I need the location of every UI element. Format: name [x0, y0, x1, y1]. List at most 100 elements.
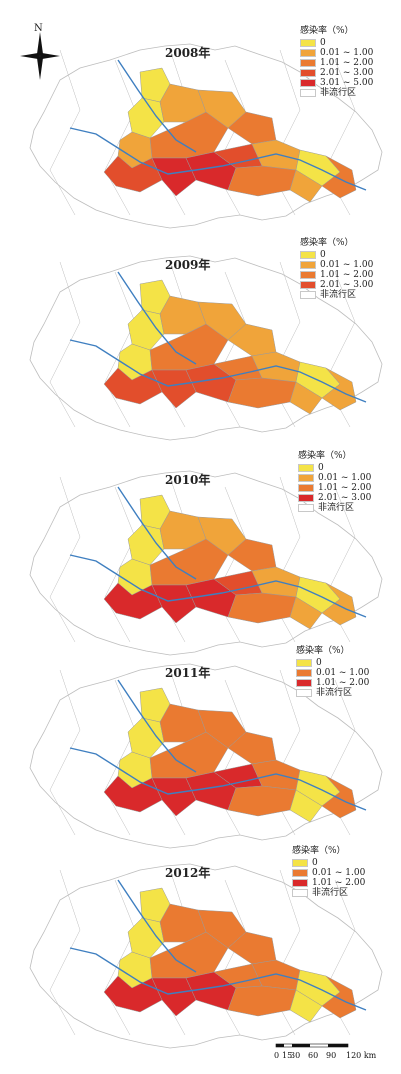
legend-title: 感染率（%） — [300, 26, 354, 36]
legend: 感染率（%） 0 0.01 ~ 1.00 1.01 ~ 2.00 2.01 ~ 3.00… — [300, 238, 373, 300]
scale-tick-label: 90 — [326, 1051, 336, 1060]
panel-year-title: 2011年 — [165, 666, 211, 680]
legend-swatch — [300, 281, 316, 289]
river-line — [69, 127, 367, 191]
legend-label: 0 — [316, 658, 322, 668]
legend: 感染率（%） 0 0.01 ~ 1.00 1.01 ~ 2.00 2.01 ~ 3.00… — [298, 451, 371, 513]
panel-year-title: 2010年 — [165, 473, 211, 487]
county-border — [269, 869, 301, 1036]
legend-label: 1.01 ~ 2.00 — [312, 878, 366, 888]
legend-label: 0.01 ~ 1.00 — [320, 260, 374, 270]
legend-label: 0 — [320, 250, 326, 260]
province-map — [29, 43, 383, 229]
legend-swatch — [300, 39, 316, 47]
county-border — [269, 669, 301, 836]
legend-swatch — [296, 659, 312, 667]
scale-tick-label: 0 — [274, 1051, 279, 1060]
legend-item: 1.01 ~ 2.00 — [296, 678, 369, 688]
legend-label: 0.01 ~ 1.00 — [316, 668, 370, 678]
scale-tick-label: 60 — [308, 1051, 318, 1060]
legend-label: 非流行区 — [318, 503, 355, 513]
legend-label: 非流行区 — [320, 290, 357, 300]
legend-swatch — [300, 69, 316, 77]
legend-item: 0 — [292, 858, 365, 868]
river-line — [117, 271, 197, 365]
scale-tick-label: 15 — [282, 1051, 292, 1060]
legend: 感染率（%） 0 0.01 ~ 1.00 1.01 ~ 2.00 非流行区 — [292, 846, 365, 898]
scale-bar-segment — [292, 1044, 310, 1047]
county-region — [289, 596, 323, 630]
legend-label: 2.01 ~ 3.00 — [320, 68, 374, 78]
legend-title: 感染率（%） — [298, 451, 352, 461]
county-border — [49, 669, 81, 836]
legend-swatch — [300, 49, 316, 57]
map-panel: 2008年 感染率（%） 0 0.01 ~ 1.00 1.01 ~ 2.00 2.01 ~… — [0, 20, 401, 235]
legend-swatch — [292, 869, 308, 877]
map-panel: 2010年 感染率（%） 0 0.01 ~ 1.00 1.01 ~ 2.00 2.01 ~… — [0, 447, 401, 662]
legend-item: 2.01 ~ 3.00 — [300, 68, 373, 78]
map-panel: 2011年 感染率（%） 0 0.01 ~ 1.00 1.01 ~ 2.00 非流行区 — [0, 640, 401, 855]
legend-item: 0 — [300, 250, 373, 260]
legend-label: 0.01 ~ 1.00 — [320, 48, 374, 58]
river-line — [117, 679, 197, 773]
legend-item: 0.01 ~ 1.00 — [300, 260, 373, 270]
river-line — [69, 554, 367, 618]
legend-item: 0 — [300, 38, 373, 48]
legend-item: 非流行区 — [300, 290, 373, 300]
legend-swatch — [300, 291, 316, 299]
legend-swatch — [292, 879, 308, 887]
legend-item: 0.01 ~ 1.00 — [300, 48, 373, 58]
legend-swatch — [298, 464, 314, 472]
legend-label: 0.01 ~ 1.00 — [318, 473, 372, 483]
legend-label: 3.01 ~ 5.00 — [320, 78, 374, 88]
panel-year-title: 2009年 — [165, 258, 211, 272]
legend-swatch — [300, 261, 316, 269]
legend-swatch — [296, 679, 312, 687]
river-line — [69, 339, 367, 403]
legend-label: 1.01 ~ 2.00 — [320, 270, 374, 280]
panel-year-title: 2012年 — [165, 866, 211, 880]
legend-label: 0 — [320, 38, 326, 48]
legend-item: 2.01 ~ 3.00 — [300, 280, 373, 290]
county-border — [269, 261, 301, 428]
scale-bar-segment — [328, 1044, 348, 1047]
legend-swatch — [296, 669, 312, 677]
river-line — [69, 947, 367, 1011]
legend-label: 1.01 ~ 2.00 — [316, 678, 370, 688]
province-map — [29, 255, 383, 441]
legend-swatch — [300, 271, 316, 279]
legend-label: 非流行区 — [312, 888, 349, 898]
legend-swatch — [300, 59, 316, 67]
legend-item: 0.01 ~ 1.00 — [298, 473, 371, 483]
county-region — [321, 155, 357, 199]
county-border — [214, 486, 246, 643]
county-border — [49, 476, 81, 643]
legend-swatch — [298, 474, 314, 482]
county-border — [49, 869, 81, 1036]
legend-item: 1.01 ~ 2.00 — [298, 483, 371, 493]
county-region — [321, 367, 357, 411]
panel-year-title: 2008年 — [165, 46, 211, 60]
county-region — [289, 169, 323, 203]
legend-swatch — [300, 79, 316, 87]
legend-label: 0 — [318, 463, 324, 473]
county-region — [289, 989, 323, 1023]
scale-tick-label: 120 km — [346, 1051, 377, 1060]
legend-swatch — [300, 251, 316, 259]
river-line — [69, 747, 367, 811]
legend-label: 2.01 ~ 3.00 — [320, 280, 374, 290]
river-line — [117, 486, 197, 580]
legend-item: 1.01 ~ 2.00 — [300, 58, 373, 68]
legend-swatch — [298, 504, 314, 512]
county-region — [321, 582, 357, 626]
scale-tick-label: 30 — [290, 1051, 300, 1060]
legend-swatch — [298, 484, 314, 492]
legend-label: 1.01 ~ 2.00 — [318, 483, 372, 493]
legend-item: 1.01 ~ 2.00 — [292, 878, 365, 888]
legend-item: 2.01 ~ 3.00 — [298, 493, 371, 503]
legend-label: 2.01 ~ 3.00 — [318, 493, 372, 503]
province-map — [29, 663, 383, 849]
legend-title: 感染率（%） — [292, 846, 346, 856]
county-region — [289, 789, 323, 823]
legend-item: 3.01 ~ 5.00 — [300, 78, 373, 88]
